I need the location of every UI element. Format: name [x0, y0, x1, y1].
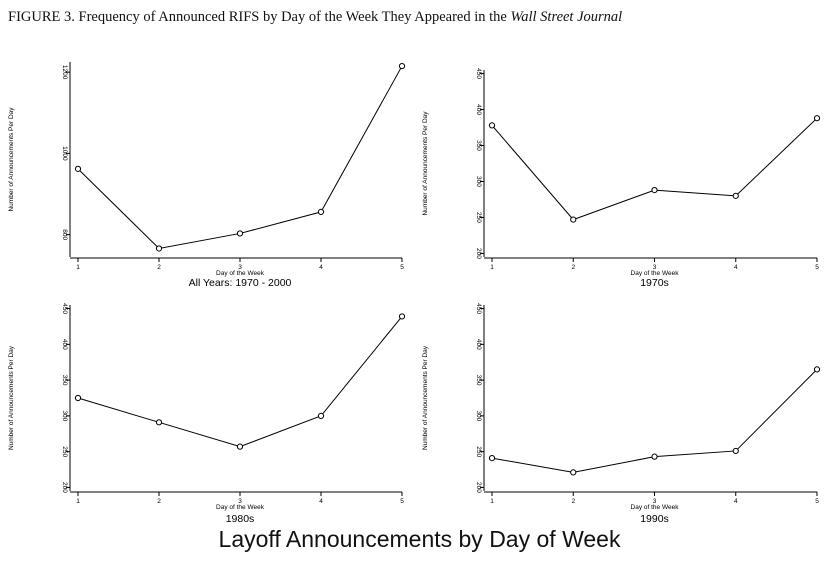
x-tick-label: 5: [400, 498, 404, 505]
y-tick-label: 450: [475, 303, 482, 314]
y-axis-label: Number of Announcements Per Day: [422, 345, 429, 450]
data-point: [236, 230, 244, 237]
x-tick-label: 5: [815, 498, 819, 505]
x-tick-label: 4: [319, 498, 323, 505]
x-axis-label: Day of the Week: [216, 270, 265, 277]
y-tick-label: 200: [475, 482, 482, 493]
x-tick-label: 4: [734, 264, 738, 271]
series-line: [77, 316, 403, 448]
x-tick-label: 2: [157, 498, 161, 505]
x-tick-label: 1: [76, 264, 80, 271]
y-tick-label: 200: [61, 482, 68, 493]
x-tick-label: 4: [319, 264, 323, 271]
chart-panel-3: 200 250 300 350 400 450 1 2 3 4 5 Day of the Week Nu…: [8, 303, 406, 525]
y-tick-label: 350: [475, 375, 482, 386]
data-point: [813, 366, 821, 373]
panel-title: 1970s: [640, 277, 669, 289]
data-point: [651, 453, 658, 460]
x-tick-label: 3: [238, 264, 242, 271]
panel-title: All Years: 1970 - 2000: [189, 277, 292, 289]
y-tick-label: 350: [61, 375, 68, 386]
x-tick-label: 1: [490, 498, 494, 505]
data-point: [74, 394, 82, 402]
data-point: [570, 469, 577, 476]
data-point: [317, 208, 325, 216]
y-tick-label: 250: [61, 446, 68, 457]
x-tick-label: 5: [400, 264, 404, 271]
figure-title: FIGURE 3. Frequency of Announced RIFS by…: [8, 9, 622, 26]
data-point: [570, 216, 577, 223]
y-tick-label: 800: [61, 229, 68, 240]
x-tick-label: 3: [653, 264, 657, 271]
x-tick-label: 3: [238, 498, 242, 505]
data-point: [651, 187, 658, 194]
y-tick-label: 350: [475, 140, 482, 151]
y-axis-label: Number of Announcements Per Day: [422, 111, 429, 216]
y-tick-label: 250: [475, 446, 482, 457]
figure-label: FIGURE 3.: [8, 9, 75, 25]
y-tick-label: 200: [475, 248, 482, 259]
y-tick-label: 1000: [61, 146, 68, 161]
y-tick-label: 1200: [61, 65, 68, 80]
series-line: [491, 117, 818, 221]
y-tick-label: 300: [475, 410, 482, 421]
x-tick-label: 1: [76, 498, 80, 505]
x-tick-label: 4: [734, 498, 738, 505]
data-point: [488, 454, 496, 462]
data-point: [813, 115, 821, 122]
x-axis-label: Day of the Week: [631, 504, 680, 511]
y-tick-label: 450: [475, 68, 482, 79]
chart-panel-4: 200 250 300 350 400 450 1 2 3 4 5 Day of the Week Nu…: [422, 303, 821, 525]
data-point: [74, 165, 82, 172]
x-tick-label: 2: [157, 264, 161, 271]
data-point: [398, 62, 406, 70]
y-tick-label: 250: [475, 212, 482, 223]
chart-panel-2: 200 250 300 350 400 450 1 2 3 4 5 Day of the Week Nu…: [422, 68, 821, 289]
panel-title: 1980s: [226, 513, 255, 525]
x-tick-label: 2: [571, 264, 575, 271]
y-axis-label: Number of Announcements Per Day: [8, 107, 15, 212]
data-point: [236, 443, 244, 450]
x-tick-label: 1: [490, 264, 494, 271]
figure-title-italic: Wall Street Journal: [510, 9, 623, 25]
main-title: Layoff Announcements by Day of Week: [218, 526, 621, 552]
y-tick-label: 300: [475, 176, 482, 187]
x-axis-label: Day of the Week: [216, 504, 265, 511]
series-line: [77, 65, 403, 250]
x-tick-label: 2: [571, 498, 575, 505]
x-axis-label: Day of the Week: [631, 270, 680, 277]
figure-title-text: Frequency of Announced RIFS by Day of th…: [78, 9, 507, 25]
y-tick-label: 300: [61, 410, 68, 421]
y-tick-label: 450: [61, 303, 68, 314]
y-tick-label: 400: [475, 104, 482, 115]
y-tick-label: 400: [475, 339, 482, 350]
chart-panel-1: 800 1000 1200 1 2 3 4 5 Day of the Week Number of…: [8, 62, 406, 289]
panel-title: 1990s: [640, 513, 669, 525]
x-tick-label: 3: [653, 498, 657, 505]
x-tick-label: 5: [815, 264, 819, 271]
data-point: [398, 313, 406, 320]
data-point: [155, 245, 163, 252]
data-point: [732, 192, 739, 199]
data-point: [317, 412, 325, 419]
data-point: [732, 447, 739, 455]
y-axis-label: Number of Announcements Per Day: [8, 345, 15, 450]
y-tick-label: 400: [61, 339, 68, 350]
data-point: [488, 122, 496, 129]
data-point: [155, 419, 163, 426]
